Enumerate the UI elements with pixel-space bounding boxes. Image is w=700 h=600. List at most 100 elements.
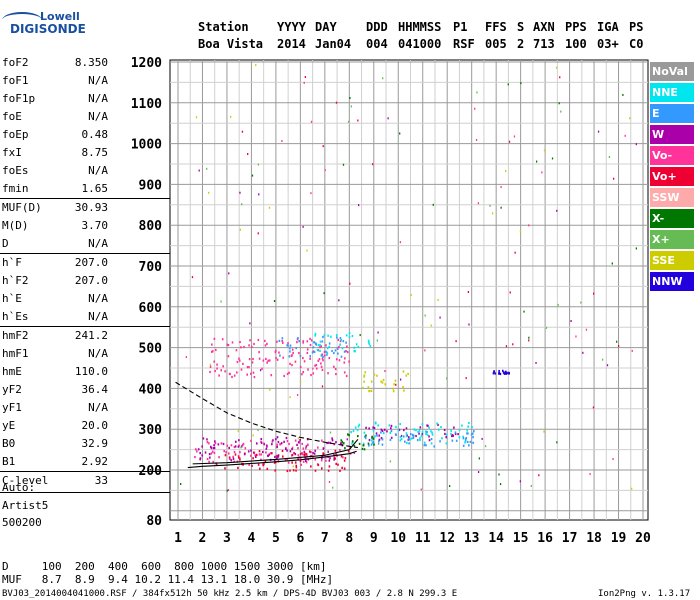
param-row: B0 32.9 bbox=[0, 435, 170, 453]
echo-point bbox=[214, 440, 216, 443]
echo-point bbox=[281, 341, 284, 344]
header-row1-cell: HHMMSS bbox=[398, 20, 442, 34]
echo-point bbox=[450, 429, 452, 432]
noise-point bbox=[505, 345, 508, 348]
echo-point bbox=[342, 456, 344, 459]
echo-point bbox=[330, 335, 332, 338]
echo-point bbox=[318, 358, 321, 361]
param-value: 20.0 bbox=[81, 419, 109, 432]
echo-point bbox=[266, 467, 269, 470]
echo-point bbox=[341, 442, 343, 445]
echo-point bbox=[258, 351, 260, 354]
echo-point bbox=[468, 444, 470, 447]
noise-point bbox=[346, 438, 348, 441]
param-row: foF2 8.350 bbox=[0, 54, 170, 72]
x-tick-label: 7 bbox=[321, 531, 329, 546]
echo-point bbox=[492, 372, 495, 375]
echo-point bbox=[373, 427, 376, 430]
echo-point bbox=[279, 354, 281, 357]
echo-point bbox=[314, 449, 317, 452]
echo-point bbox=[333, 456, 336, 459]
x-tick-label: 9 bbox=[370, 531, 378, 546]
echo-point bbox=[301, 373, 303, 376]
param-value: 0.48 bbox=[81, 128, 109, 141]
echo-point bbox=[228, 372, 231, 376]
echo-point bbox=[324, 354, 326, 357]
echo-point bbox=[408, 436, 410, 439]
noise-point bbox=[508, 140, 511, 143]
param-value: N/A bbox=[88, 164, 108, 177]
noise-point bbox=[180, 482, 182, 485]
echo-point bbox=[199, 451, 201, 455]
echo-point bbox=[363, 374, 366, 377]
echo-point bbox=[286, 458, 288, 461]
x-tick-label: 3 bbox=[223, 531, 231, 546]
echo-point bbox=[346, 351, 349, 354]
echo-point bbox=[334, 449, 337, 452]
echo-point bbox=[276, 436, 279, 439]
noise-point bbox=[387, 117, 389, 120]
echo-point bbox=[295, 469, 297, 472]
param-value: 8.75 bbox=[81, 146, 109, 159]
legend-item: X- bbox=[650, 209, 694, 228]
echo-point bbox=[320, 459, 323, 462]
echo-point bbox=[338, 345, 340, 349]
x-tick-label: 19 bbox=[611, 531, 627, 546]
x-tick-label: 15 bbox=[513, 531, 529, 546]
echo-point bbox=[343, 371, 346, 374]
echo-point bbox=[357, 425, 360, 428]
echo-point bbox=[394, 379, 397, 382]
x-tick-label: 16 bbox=[537, 531, 553, 546]
echo-point bbox=[264, 344, 267, 347]
echo-point bbox=[464, 438, 467, 441]
echo-point bbox=[251, 464, 253, 467]
echo-point bbox=[262, 464, 265, 467]
echo-point bbox=[388, 424, 391, 427]
echo-point bbox=[402, 435, 405, 438]
echo-point bbox=[399, 435, 402, 439]
param-name: foF2 bbox=[2, 56, 29, 69]
echo-point bbox=[303, 360, 306, 363]
echo-point bbox=[371, 439, 373, 442]
x-tick-label: 4 bbox=[248, 531, 256, 546]
echo-point bbox=[231, 341, 234, 344]
noise-point bbox=[324, 169, 326, 172]
noise-point bbox=[612, 458, 614, 461]
echo-point bbox=[289, 350, 291, 353]
echo-point bbox=[275, 438, 277, 441]
echo-point bbox=[240, 368, 243, 371]
echo-point bbox=[339, 469, 341, 472]
echo-point bbox=[327, 469, 330, 472]
header-row2-cell: 041000 bbox=[398, 37, 442, 51]
param-row: foE N/A bbox=[0, 108, 170, 126]
echo-point bbox=[437, 428, 440, 431]
echo-point bbox=[226, 444, 229, 447]
echo-point bbox=[240, 445, 243, 448]
x-tick-label: 10 bbox=[390, 531, 406, 546]
echo-point bbox=[337, 347, 339, 350]
echo-point bbox=[232, 457, 235, 460]
param-name: hmF1 bbox=[2, 347, 29, 360]
echo-point bbox=[451, 439, 454, 442]
echo-point bbox=[409, 438, 411, 441]
echo-point bbox=[364, 436, 367, 440]
echo-point bbox=[227, 355, 230, 358]
echo-point bbox=[305, 461, 308, 464]
noise-point bbox=[377, 331, 379, 334]
noise-point bbox=[389, 460, 392, 463]
param-row: foEp 0.48 bbox=[0, 126, 170, 144]
echo-point bbox=[333, 351, 335, 355]
echo-point bbox=[410, 437, 413, 440]
param-value: 110.0 bbox=[74, 365, 108, 378]
echo-point bbox=[237, 456, 240, 459]
x-tick-label: 5 bbox=[272, 531, 280, 546]
echo-point bbox=[291, 354, 293, 357]
echo-point bbox=[281, 455, 284, 458]
legend-item: Vo- bbox=[650, 146, 694, 165]
param-value: N/A bbox=[88, 110, 108, 123]
echo-point bbox=[363, 431, 366, 434]
header-row2-cell: 03+ bbox=[597, 37, 619, 51]
echo-point bbox=[323, 350, 326, 354]
noise-point bbox=[257, 429, 259, 432]
echo-point bbox=[390, 436, 393, 439]
